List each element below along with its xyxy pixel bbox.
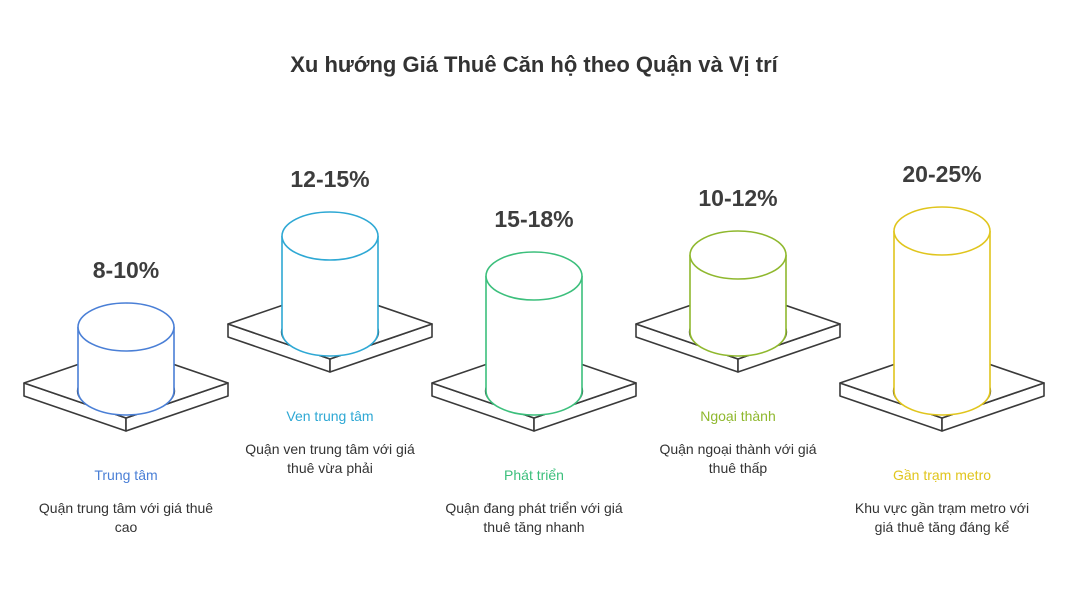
value-label: 15-18% xyxy=(494,206,574,232)
bar-top-4 xyxy=(689,230,787,280)
category-label: Ven trung tâm xyxy=(286,408,374,424)
bar-top-1 xyxy=(77,302,175,352)
bar-4 xyxy=(689,255,787,357)
chart-title: Xu hướng Giá Thuê Căn hộ theo Quận và Vị… xyxy=(290,52,778,77)
bar-5 xyxy=(893,231,991,416)
value-label: 12-15% xyxy=(290,166,370,192)
bar-2 xyxy=(281,236,379,357)
category-label: Phát triển xyxy=(504,467,564,483)
value-label: 20-25% xyxy=(902,161,982,187)
category-label: Gần trạm metro xyxy=(892,467,992,483)
category-description: Quận ven trung tâm với giá thuê vừa phải xyxy=(245,441,415,476)
bar-top-3 xyxy=(485,251,583,301)
category-description: Quận đang phát triển với giá thuê tăng n… xyxy=(445,500,623,535)
bar-1 xyxy=(77,327,175,416)
bar-top-2 xyxy=(281,211,379,261)
category-description: Khu vực gần trạm metro với giá thuê tăng… xyxy=(854,500,1030,535)
bar-top-5 xyxy=(893,206,991,256)
value-label: 8-10% xyxy=(92,257,160,283)
category-description: Quận trung tâm với giá thuê cao xyxy=(38,500,214,535)
bar-3 xyxy=(485,276,583,416)
category-description: Quận ngoại thành với giá thuê thấp xyxy=(659,441,817,476)
value-label: 10-12% xyxy=(698,185,778,211)
category-label: Trung tâm xyxy=(94,467,158,483)
category-label: Ngoại thành xyxy=(700,408,776,424)
